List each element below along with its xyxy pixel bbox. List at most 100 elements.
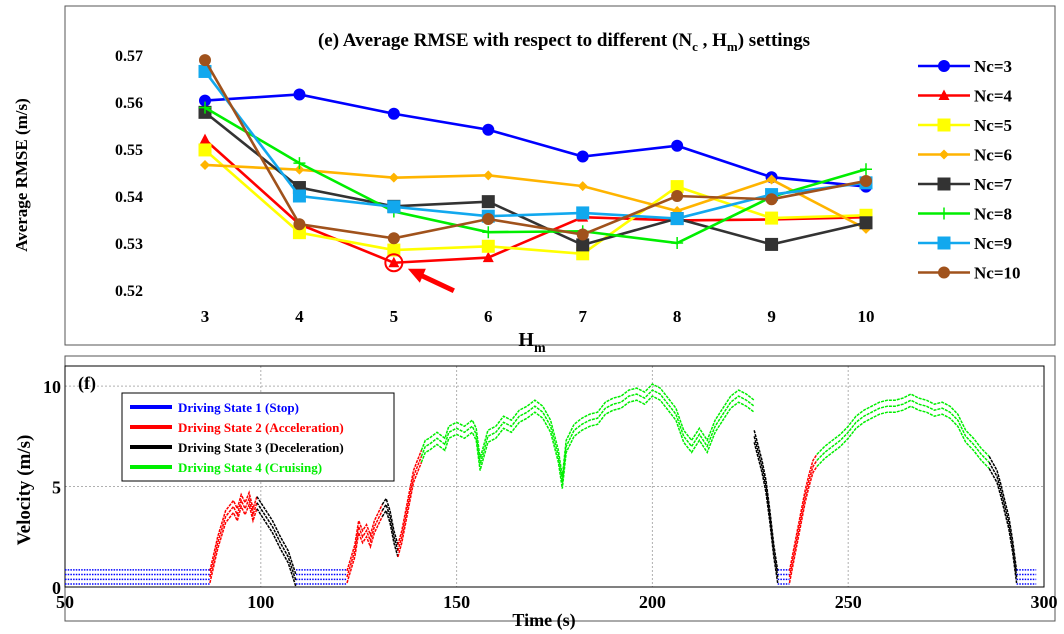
data-point xyxy=(765,211,779,225)
legend-label: Nc=7 xyxy=(974,175,1013,194)
segment-line xyxy=(346,516,383,584)
segment-line xyxy=(346,504,383,572)
legend-swatch-marker xyxy=(939,149,949,160)
panel-f-ticks: 50 100 150 200 250 300 0 5 10 xyxy=(43,377,1058,612)
legend-swatch-marker xyxy=(937,118,951,132)
highlight-ring xyxy=(384,253,404,273)
x-tick-label: 150 xyxy=(443,592,470,612)
data-point xyxy=(292,189,306,203)
segment-line xyxy=(988,462,1018,578)
arrow-shaft xyxy=(420,273,455,294)
panel-e-xlabel: Hm xyxy=(518,329,546,356)
data-point xyxy=(294,164,305,175)
data-point xyxy=(388,256,400,268)
x-tick-label: 4 xyxy=(295,307,304,326)
panel-e-series xyxy=(198,54,873,268)
series-line-nc-5 xyxy=(204,148,867,256)
data-point xyxy=(483,170,494,181)
y-tick-label: 0.55 xyxy=(115,142,143,159)
legend-swatch-marker xyxy=(938,60,950,72)
data-point xyxy=(293,157,306,170)
data-point xyxy=(576,150,589,163)
segment-state-1 xyxy=(65,569,210,585)
y-tick-label: 0.54 xyxy=(115,189,143,206)
segment-line xyxy=(816,399,990,463)
segment-line xyxy=(788,466,818,584)
segment-line xyxy=(256,508,297,588)
series-line-nc-7 xyxy=(204,111,867,247)
segment-state-2 xyxy=(209,490,258,584)
segment-line xyxy=(988,468,1018,584)
segment-state-3 xyxy=(256,496,297,588)
legend-swatch-marker xyxy=(938,266,950,279)
y-tick-label: 0.52 xyxy=(115,283,143,300)
data-point xyxy=(860,174,872,187)
segment-line xyxy=(816,393,990,457)
segment-line xyxy=(346,510,383,578)
legend-label: Driving State 2 (Acceleration) xyxy=(178,420,344,435)
segment-line xyxy=(753,436,779,578)
legend-swatch-marker xyxy=(938,207,950,220)
legend-item-nc-7: Nc=7 xyxy=(918,175,1013,194)
data-point xyxy=(576,206,590,220)
legend-item-state-3: Driving State 3 (Deceleration) xyxy=(130,440,344,455)
legend-label: Nc=6 xyxy=(974,146,1012,165)
legend-item-nc-3: Nc=3 xyxy=(918,57,1012,76)
segment-state-1 xyxy=(296,569,347,585)
data-point xyxy=(482,251,494,263)
data-point xyxy=(860,163,872,176)
x-tick-label: 3 xyxy=(201,307,210,326)
segment-line xyxy=(397,450,423,545)
data-point xyxy=(199,54,211,67)
panel-f-velocity-chart: (f) Velocity (m/s) Time (s) 50 100 150 200 2… xyxy=(14,355,1058,631)
data-point xyxy=(482,213,495,226)
segment-line xyxy=(381,496,399,546)
data-point xyxy=(200,159,210,170)
legend-item-nc-10: Nc=10 xyxy=(918,264,1021,283)
segment-line xyxy=(209,496,258,578)
segment-line xyxy=(209,490,258,572)
data-point xyxy=(671,237,684,249)
panel-e-annotation xyxy=(384,253,455,294)
data-point xyxy=(387,200,401,214)
segment-state-2 xyxy=(788,453,818,584)
segment-line xyxy=(816,405,990,470)
data-point xyxy=(671,139,684,152)
data-point xyxy=(671,190,684,202)
y-tick-label: 0.57 xyxy=(115,48,143,65)
panel-f-legend: Driving State 1 (Stop) Driving State 2 (A… xyxy=(121,392,395,482)
legend-label: Nc=4 xyxy=(974,87,1013,106)
segment-line xyxy=(420,383,755,477)
data-point xyxy=(481,195,495,209)
legend-swatch-marker xyxy=(937,236,951,250)
segment-line xyxy=(209,502,258,584)
legend-label: Nc=3 xyxy=(974,57,1012,76)
segment-line xyxy=(256,502,297,582)
data-point xyxy=(766,174,777,185)
data-point xyxy=(199,101,211,114)
x-tick-label: 7 xyxy=(578,307,587,326)
segment-state-4 xyxy=(816,393,990,470)
segment-state-4 xyxy=(420,383,755,489)
x-tick-label: 6 xyxy=(484,307,493,326)
segment-line xyxy=(753,442,779,584)
legend-label: Driving State 3 (Deceleration) xyxy=(178,440,344,455)
segment-state-2 xyxy=(346,504,383,584)
data-point xyxy=(387,107,400,120)
data-point xyxy=(387,232,400,245)
legend-item-state-2: Driving State 2 (Acceleration) xyxy=(130,420,344,435)
y-tick-label: 10 xyxy=(43,377,61,397)
data-point xyxy=(293,218,306,231)
y-tick-label: 0 xyxy=(52,578,61,598)
x-tick-label: 9 xyxy=(767,307,776,326)
x-tick-label: 8 xyxy=(673,307,682,326)
segment-state-3 xyxy=(988,456,1018,584)
segment-state-1 xyxy=(1016,569,1037,585)
arrow-head xyxy=(407,268,426,283)
series-line-nc-8 xyxy=(204,106,867,245)
panel-f-label: (f) xyxy=(78,373,96,394)
legend-item-state-1: Driving State 1 (Stop) xyxy=(130,400,299,415)
y-tick-label: 0.53 xyxy=(115,236,143,253)
y-tick-label: 5 xyxy=(52,478,61,498)
